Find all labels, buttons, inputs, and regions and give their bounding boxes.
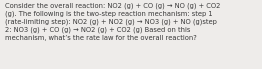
Text: Consider the overall reaction: NO2 (g) + CO (g) → NO (g) + CO2
(g). The followin: Consider the overall reaction: NO2 (g) +… [5, 2, 220, 41]
